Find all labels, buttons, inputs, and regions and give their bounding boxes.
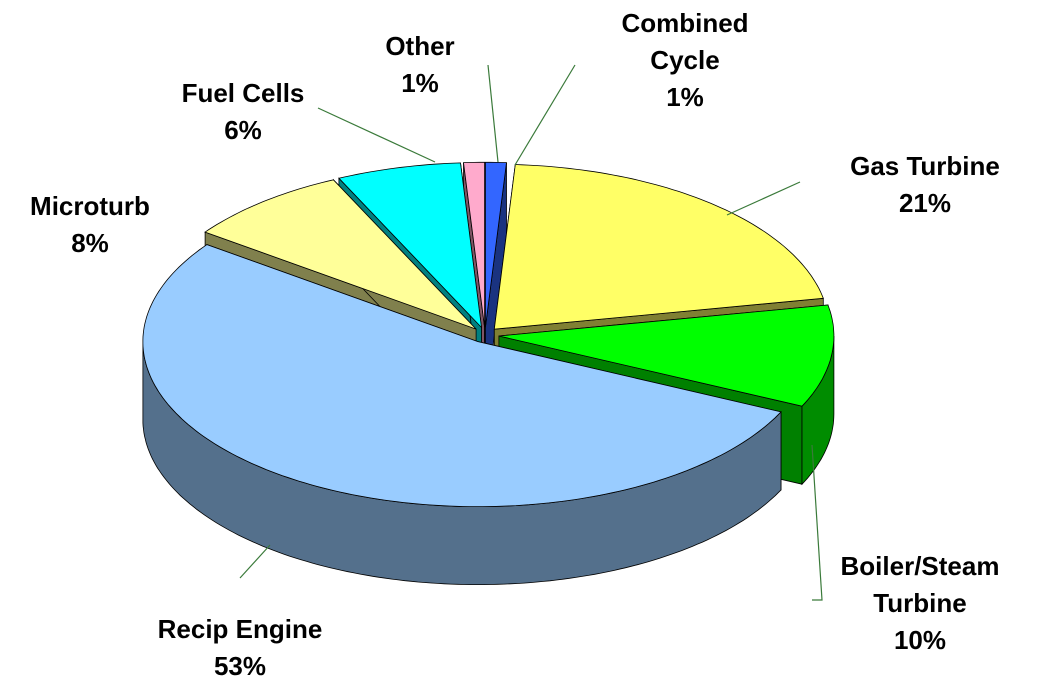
leader-line — [317, 107, 436, 163]
value-label: 8% — [71, 228, 109, 258]
value-label: 10% — [894, 625, 946, 655]
slice — [338, 162, 483, 329]
slice — [463, 161, 485, 328]
category-label: Recip Engine — [158, 614, 323, 644]
category-label: Fuel Cells — [182, 78, 305, 108]
leader-line — [239, 544, 271, 579]
value-label: 53% — [214, 651, 266, 681]
category-label: Microturb — [30, 191, 150, 221]
category-label: Gas Turbine — [850, 151, 1000, 181]
value-label: 6% — [224, 115, 262, 145]
category-label: Boiler/Steam Turbine — [841, 551, 1000, 618]
value-label: 21% — [899, 188, 951, 218]
leader-line — [487, 64, 499, 163]
leader-line — [514, 64, 576, 166]
leader-line — [811, 444, 823, 601]
slice — [142, 244, 782, 507]
category-label: Other — [385, 31, 454, 61]
slice — [204, 179, 477, 330]
value-label: 1% — [666, 82, 704, 112]
slice — [493, 164, 824, 330]
category-label: Combined Cycle — [621, 8, 748, 75]
slice — [485, 161, 507, 328]
slice — [498, 304, 835, 407]
value-label: 1% — [401, 68, 439, 98]
leader-line — [726, 181, 801, 216]
